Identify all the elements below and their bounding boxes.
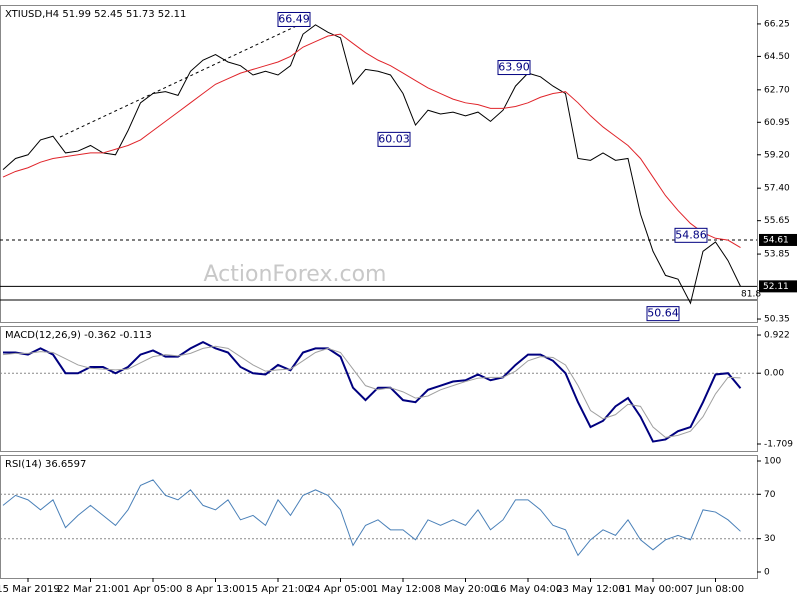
panel-title: XTIUSD,H4 51.99 52.45 51.73 52.11 (5, 9, 186, 20)
y-tick-label: 30 (764, 534, 776, 544)
level-label: 54.61 (763, 235, 789, 245)
watermark: ActionForex.com (204, 262, 387, 287)
y-tick-label: 70 (764, 490, 776, 500)
level-label: 52.11 (763, 282, 789, 292)
annotation-box (497, 60, 531, 76)
panel-frame (0, 455, 758, 579)
panel-frame (0, 326, 758, 452)
y-tick-label: 57.40 (764, 184, 790, 194)
level-box (759, 280, 797, 293)
y-tick-label: 0.922 (764, 331, 790, 341)
fib-label: 81.8 (741, 290, 761, 300)
series-line (2, 24, 741, 305)
series-line (2, 479, 741, 557)
panel-frame (0, 5, 758, 323)
x-tick-label: 15 Mar 2019 (0, 584, 60, 595)
y-tick-label: 53.85 (764, 250, 790, 260)
annotation-box (277, 11, 311, 27)
x-tick-label: 1 Apr 05:00 (124, 584, 183, 595)
x-tick-label: 15 Apr 21:00 (245, 584, 310, 595)
annotation-box (674, 227, 708, 243)
x-tick-label: 16 May 04:00 (494, 584, 563, 595)
x-tick-label: 24 Apr 05:00 (308, 584, 373, 595)
annotation-box (646, 306, 680, 322)
x-tick-label: 8 Apr 13:00 (186, 584, 245, 595)
y-tick-label: 60.95 (764, 118, 790, 128)
level-box (759, 233, 797, 246)
y-tick-label: 0.00 (764, 369, 784, 379)
series-line (3, 341, 742, 443)
x-tick-label: 23 May 12:00 (556, 584, 625, 595)
series-line (2, 345, 741, 438)
trendline (59, 21, 306, 138)
y-tick-label: 66.25 (764, 19, 790, 29)
panel-title: RSI(14) 36.6597 (5, 459, 86, 470)
annotation-label: 50.64 (647, 307, 679, 320)
y-tick-label: 55.65 (764, 216, 790, 226)
y-tick-label: 50.35 (764, 315, 790, 325)
annotation-label: 63.90 (498, 61, 530, 74)
y-tick-label: 100 (764, 456, 781, 466)
y-tick-label: 62.70 (764, 85, 790, 95)
x-tick-label: 22 Mar 21:00 (57, 584, 124, 595)
annotation-label: 54.86 (675, 228, 707, 241)
y-tick-label: 0 (764, 568, 770, 578)
annotation-box (377, 131, 411, 147)
y-tick-label: -1.709 (764, 440, 793, 450)
x-tick-label: 1 May 12:00 (372, 584, 434, 595)
panel-title: MACD(12,26,9) -0.362 -0.113 (5, 330, 152, 341)
series-line (2, 33, 741, 249)
x-tick-label: 31 May 00:00 (619, 584, 688, 595)
annotation-label: 66.49 (278, 12, 310, 25)
annotation-label: 60.03 (378, 132, 410, 145)
x-tick-label: 8 May 20:00 (434, 584, 496, 595)
x-tick-label: 7 Jun 08:00 (687, 584, 744, 595)
y-tick-label: 59.20 (764, 150, 790, 160)
y-tick-label: 64.50 (764, 52, 790, 62)
